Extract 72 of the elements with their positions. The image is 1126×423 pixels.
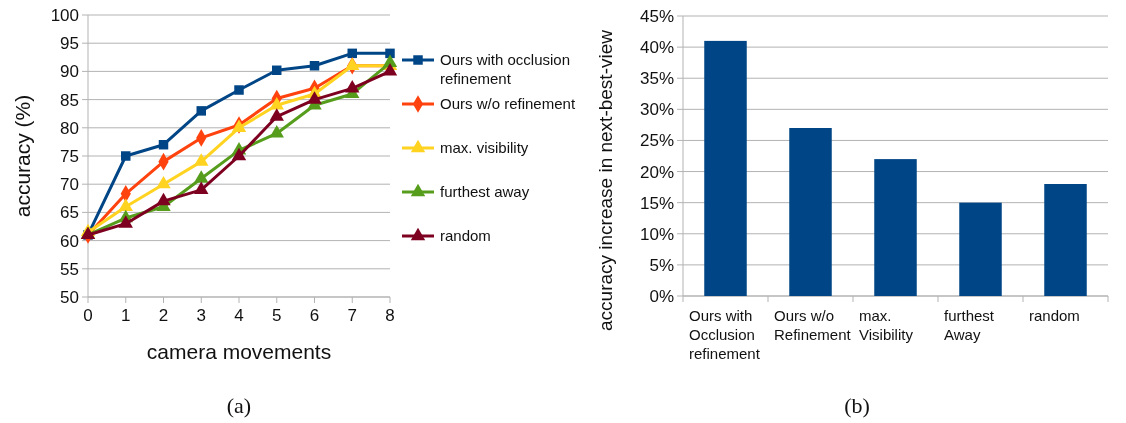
y-tick-label: 30% — [639, 100, 674, 120]
legend-label: Ours w/o refinement — [440, 95, 576, 113]
legend-label: max. visibility — [440, 139, 529, 157]
point — [118, 198, 133, 211]
point — [118, 215, 133, 228]
y-tick-label: 90 — [60, 62, 79, 82]
bar — [789, 128, 832, 296]
x-tick-label: Ours w/o Refinement — [774, 307, 852, 343]
y-tick-label: 65 — [60, 203, 79, 223]
x-tick-label: 0 — [83, 306, 93, 325]
bar — [704, 40, 747, 296]
y-tick-label: 35% — [639, 69, 674, 89]
point — [385, 48, 395, 59]
point — [156, 192, 171, 206]
y-tick-label: 55 — [60, 259, 79, 279]
y-tick-label: 80 — [60, 118, 79, 138]
point — [234, 85, 244, 95]
point — [269, 96, 284, 110]
y-tick-label: 20% — [639, 162, 674, 182]
x-tick-label: 2 — [158, 306, 169, 325]
x-tick-label: 6 — [309, 306, 320, 325]
text: (b) — [844, 393, 870, 418]
y-tick-label: 0% — [649, 286, 674, 306]
x-tick-label: furthest Away — [944, 307, 995, 343]
point — [194, 153, 209, 166]
y-tick-label: 15% — [639, 193, 674, 213]
y-axis-title: accuracy increase in next-best-view — [595, 29, 616, 331]
point — [194, 170, 209, 183]
y-tick-label: 40% — [639, 38, 674, 58]
point — [196, 106, 206, 116]
point — [345, 57, 360, 70]
legend-label: random — [440, 227, 491, 245]
x-tick-label: 1 — [121, 306, 131, 325]
point — [194, 181, 209, 194]
y-tick-label: 25% — [639, 131, 674, 151]
point — [121, 151, 131, 161]
y-tick-label: 45% — [639, 6, 674, 26]
x-tick-label: 5 — [272, 306, 282, 325]
x-tick-label: random — [1029, 307, 1080, 324]
x-tick-label: 8 — [385, 306, 395, 325]
y-tick-label: 95 — [60, 34, 79, 54]
y-axis-title: accuracy (%) — [11, 94, 34, 218]
x-tick-label: 4 — [234, 306, 244, 325]
point — [231, 147, 247, 161]
point — [345, 80, 360, 93]
y-tick-label: 10% — [639, 224, 674, 244]
y-tick-label: 70 — [60, 175, 79, 195]
y-tick-label: 60 — [60, 231, 79, 251]
y-tick-label: 5% — [649, 255, 674, 275]
y-tick-label: 75 — [60, 146, 79, 166]
point — [156, 175, 171, 189]
legend-label: Ours with occlusion refinement — [440, 51, 571, 88]
point — [269, 125, 284, 138]
point — [158, 139, 169, 150]
point — [382, 63, 398, 76]
x-tick-label: max. Visibility — [859, 307, 914, 343]
x-tick-label: 7 — [347, 306, 357, 325]
x-tick-label: 3 — [196, 306, 206, 325]
point — [272, 65, 282, 76]
legend-label: furthest away — [440, 183, 530, 201]
point — [269, 108, 284, 121]
y-tick-label: 50 — [60, 287, 79, 307]
y-tick-label: 85 — [60, 90, 79, 110]
bar — [959, 202, 1002, 296]
bar — [874, 159, 917, 296]
point — [309, 61, 320, 71]
point — [307, 91, 322, 104]
y-tick-label: 100 — [50, 5, 79, 25]
x-axis-title: camera movements — [146, 340, 332, 363]
x-tick-label: Ours with Occlusion refinement — [689, 307, 761, 362]
text: (a) — [226, 393, 252, 418]
bar — [1044, 184, 1087, 296]
